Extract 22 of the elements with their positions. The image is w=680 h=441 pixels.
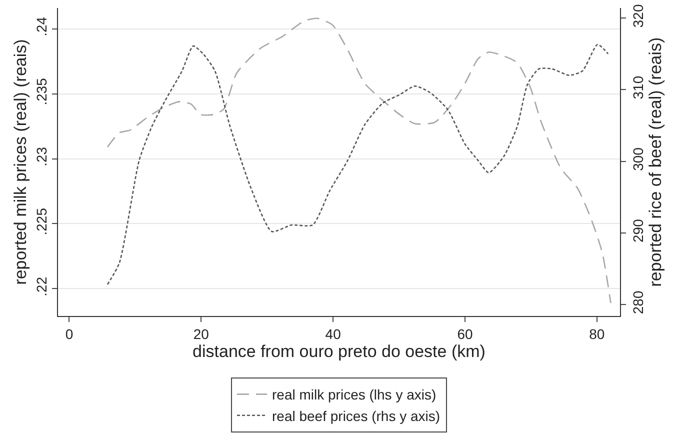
y2-tick-label: 310 bbox=[630, 76, 646, 100]
y2-tick-label: 280 bbox=[630, 290, 646, 314]
x-tick-label: 0 bbox=[65, 326, 74, 342]
x-tick-label: 20 bbox=[193, 326, 210, 342]
y-tick-label: .235 bbox=[33, 78, 50, 106]
y-tick-label: .225 bbox=[33, 208, 50, 236]
line-series bbox=[106, 44, 609, 286]
x-tick-label: 80 bbox=[589, 326, 605, 342]
x-tick-label: 60 bbox=[457, 326, 473, 342]
x-tick-label: 40 bbox=[325, 326, 342, 342]
legend-label: real beef prices (rhs y axis) bbox=[272, 408, 440, 424]
y-axis-title: reported milk prices (real) (reais) bbox=[10, 39, 30, 285]
y2-tick-label: 300 bbox=[630, 147, 646, 171]
y2-tick-label: 290 bbox=[630, 218, 646, 242]
y-tick-label: .23 bbox=[33, 146, 50, 166]
y-tick-label: .24 bbox=[33, 16, 50, 36]
y-tick-label: .22 bbox=[33, 276, 50, 296]
legend-label: real milk prices (lhs y axis) bbox=[272, 386, 436, 403]
y2-tick-label: 320 bbox=[630, 4, 646, 28]
x-axis-title: distance from ouro preto do oeste (km) bbox=[192, 342, 486, 362]
line-series bbox=[106, 18, 612, 304]
y2-axis-title: reported rice of beef (real) (reais) bbox=[646, 37, 665, 287]
